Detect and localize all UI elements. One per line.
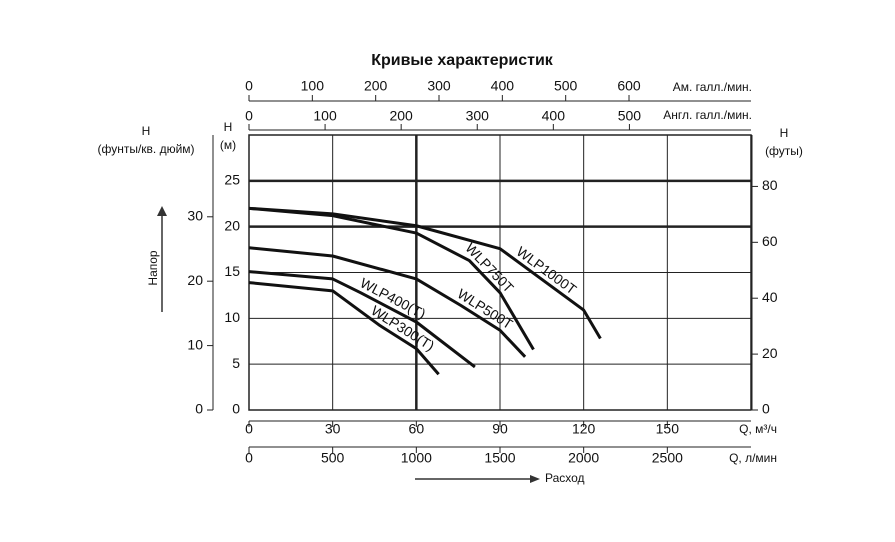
axis-tick-label: 200 (364, 78, 388, 94)
y-tick-label: 0 (232, 401, 240, 417)
x-tick-label: 60 (409, 421, 425, 437)
axis-tick-label: 2500 (652, 450, 683, 466)
curve-label: WLP1000T (514, 243, 580, 298)
axis-tick-label: 400 (491, 78, 515, 94)
axis-tick-label: 200 (389, 108, 413, 124)
axis-tick-label: 0 (245, 108, 253, 124)
curve (248, 246, 527, 358)
x-tick-label: 120 (572, 421, 596, 437)
curve (248, 281, 440, 376)
x-axis-title: Q, м³/ч (739, 422, 777, 436)
psi-axis-unit: (фунты/кв. дюйм) (97, 142, 194, 156)
psi-axis-title: H (142, 124, 151, 138)
curve (248, 270, 476, 369)
curve (248, 206, 602, 340)
axis-tick-label: 10 (187, 336, 203, 352)
axis-tick-label: 20 (187, 272, 203, 288)
us-gpm-axis-title: Ам. галл./мин. (673, 80, 752, 94)
axis-tick-label: 600 (617, 78, 641, 94)
axis-tick-label: 30 (187, 207, 203, 223)
y-axis-unit: (м) (220, 138, 236, 152)
x-tick-label: 150 (656, 421, 680, 437)
axis-tick-label: 1000 (401, 450, 432, 466)
y-tick-label: 20 (224, 217, 240, 233)
axis-tick-label: 500 (554, 78, 578, 94)
y-axis-title: H (224, 120, 233, 134)
axis-tick-label: 100 (301, 78, 325, 94)
x-tick-label: 30 (325, 421, 341, 437)
y-tick-label: 15 (224, 263, 240, 279)
axis-tick-label: 1500 (484, 450, 515, 466)
axis-tick-label: 500 (618, 108, 642, 124)
axis-tick-label: 2000 (568, 450, 599, 466)
axis-tick-label: 40 (762, 289, 778, 305)
lpm-axis-title: Q, л/мин (729, 451, 777, 465)
uk-gpm-axis-title: Англ. галл./мин. (663, 108, 752, 122)
axis-tick-label: 80 (762, 177, 778, 193)
axis-tick-label: 300 (427, 78, 451, 94)
flow-label: Расход (545, 471, 585, 485)
flow-arrowhead (530, 475, 540, 483)
y-tick-label: 5 (232, 355, 240, 371)
x-tick-label: 0 (245, 421, 253, 437)
axis-tick-label: 20 (762, 345, 778, 361)
curve (248, 206, 535, 351)
axis-tick-label: 60 (762, 233, 778, 249)
feet-axis-unit: (футы) (765, 144, 803, 158)
axis-tick-label: 0 (195, 401, 203, 417)
head-arrowhead (157, 206, 167, 216)
axis-tick-label: 0 (762, 401, 770, 417)
axis-tick-label: 0 (245, 450, 253, 466)
axis-tick-label: 100 (313, 108, 337, 124)
curve-label: WLP750T (462, 240, 517, 296)
y-tick-label: 10 (224, 309, 240, 325)
axis-tick-label: 500 (321, 450, 345, 466)
head-label: Напор (146, 250, 160, 286)
axis-tick-label: 0 (245, 78, 253, 94)
axis-tick-label: 300 (466, 108, 490, 124)
axis-tick-label: 400 (542, 108, 566, 124)
y-tick-label: 25 (224, 172, 240, 188)
feet-axis-title: H (780, 126, 789, 140)
x-tick-label: 90 (492, 421, 508, 437)
chart-title: Кривые характеристик (371, 52, 554, 69)
